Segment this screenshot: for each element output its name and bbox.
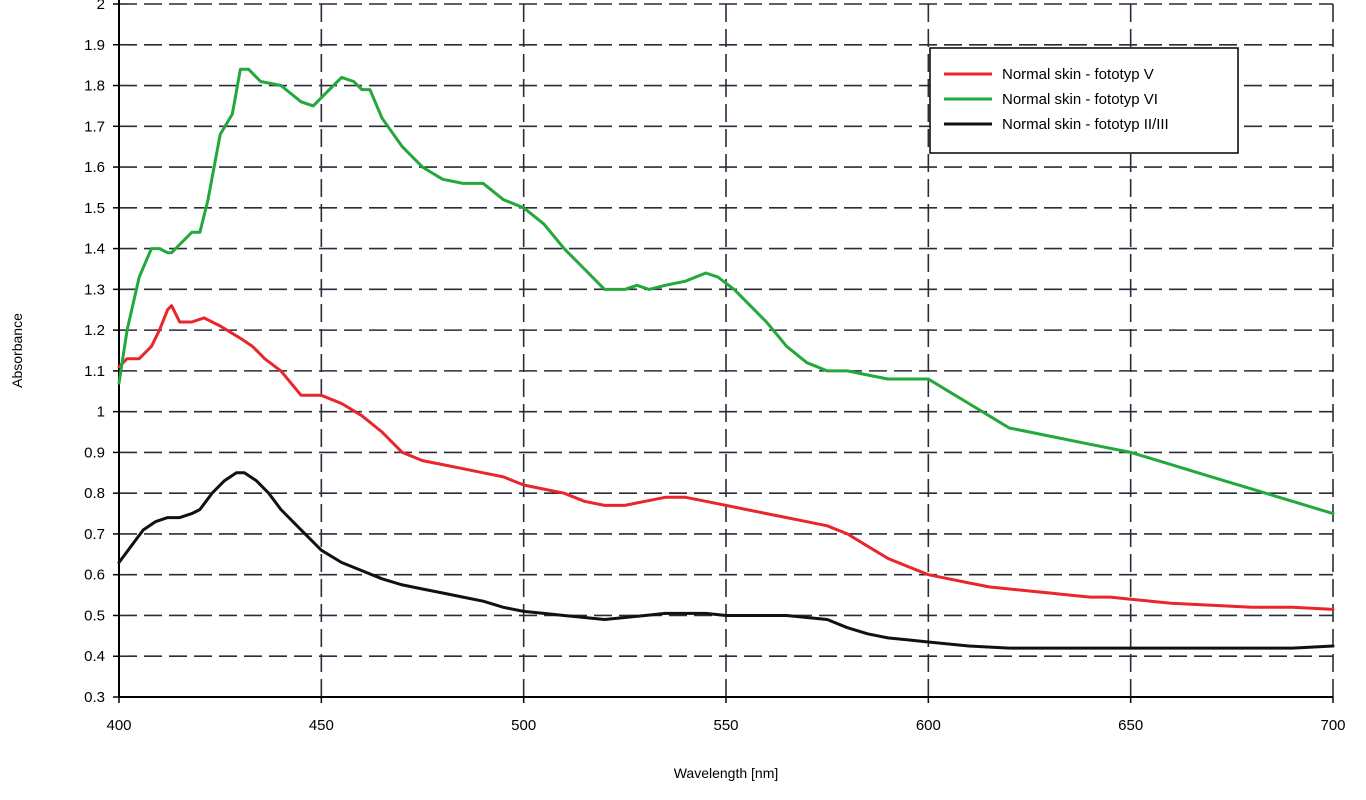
x-tick-label-4: 600 — [916, 717, 941, 734]
legend-label-1: Normal skin - fototyp VI — [1002, 91, 1158, 108]
x-tick-label-6: 700 — [1320, 717, 1345, 734]
legend: Normal skin - fototyp V Normal skin - fot… — [929, 47, 1239, 154]
y-tick-label-7: 1 — [97, 404, 105, 421]
y-tick-label-15: 1.8 — [84, 78, 105, 95]
y-tick-label-17: 2 — [97, 0, 105, 13]
x-tick-label-5: 650 — [1118, 717, 1143, 734]
y-tick-label-6: 0.9 — [84, 444, 105, 461]
x-tick-label-2: 500 — [511, 717, 536, 734]
y-tick-labels: 0.3 0.4 0.5 0.6 0.7 0.8 0.9 1 1.1 1.2 1.3 1.4 1.5 1.6… — [84, 0, 119, 706]
y-tick-label-1: 0.4 — [84, 648, 105, 665]
y-axis-label: Absorbance — [9, 313, 25, 388]
y-tick-label-11: 1.4 — [84, 241, 105, 258]
y-tick-label-4: 0.7 — [84, 526, 105, 543]
y-tick-label-5: 0.8 — [84, 485, 105, 502]
y-tick-label-3: 0.6 — [84, 567, 105, 584]
series-lines — [117, 67, 1335, 650]
y-tick-label-2: 0.5 — [84, 607, 105, 624]
x-axis-label: Wavelength [nm] — [674, 765, 779, 781]
y-tick-label-14: 1.7 — [84, 118, 105, 135]
y-tick-label-10: 1.3 — [84, 281, 105, 298]
legend-label-2: Normal skin - fototyp II/III — [1002, 116, 1169, 133]
series-line-1 — [117, 67, 1335, 516]
series-line-2 — [117, 471, 1335, 650]
x-tick-label-1: 450 — [309, 717, 334, 734]
y-tick-label-16: 1.9 — [84, 37, 105, 54]
y-tick-label-12: 1.5 — [84, 200, 105, 217]
x-tick-labels: 400 450 500 550 600 650 700 — [106, 697, 1346, 734]
legend-label-0: Normal skin - fototyp V — [1002, 66, 1154, 83]
x-tick-label-0: 400 — [106, 717, 131, 734]
x-tick-label-3: 550 — [713, 717, 738, 734]
series-line-0 — [117, 304, 1335, 611]
y-tick-label-13: 1.6 — [84, 159, 105, 176]
y-tick-label-9: 1.2 — [84, 322, 105, 339]
y-tick-label-8: 1.1 — [84, 363, 105, 380]
y-tick-label-0: 0.3 — [84, 689, 105, 706]
